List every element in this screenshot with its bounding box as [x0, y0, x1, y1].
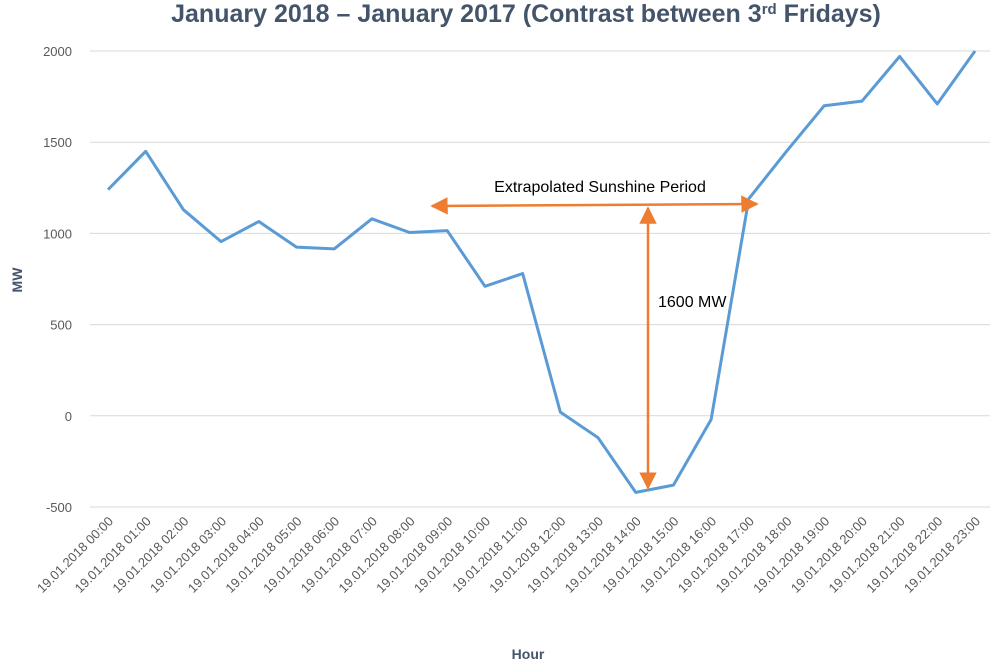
x-axis-title: Hour [512, 646, 545, 662]
y-tick-label: 1500 [43, 135, 72, 150]
annotation-arrow [430, 195, 759, 215]
annotation: 1600 MW [658, 294, 727, 311]
y-axis-title: MW [9, 267, 25, 293]
plot [106, 50, 977, 494]
y-tick-label: 0 [65, 409, 72, 424]
y-tick-label: -500 [46, 500, 72, 515]
grid [90, 50, 990, 508]
line [106, 50, 977, 494]
annotation: Extrapolated Sunshine Period [494, 179, 706, 196]
title-part: January 2018 – January 2017 (Contrast be… [171, 0, 762, 28]
y-tick-label: 1000 [43, 226, 72, 241]
title-part: Fridays) [777, 0, 881, 28]
y-tick-label: 500 [50, 318, 72, 333]
chart-title: January 2018 – January 2017 (Contrast be… [171, 0, 881, 28]
title-part: rd [762, 1, 777, 18]
y-tick-label: 2000 [43, 44, 72, 59]
